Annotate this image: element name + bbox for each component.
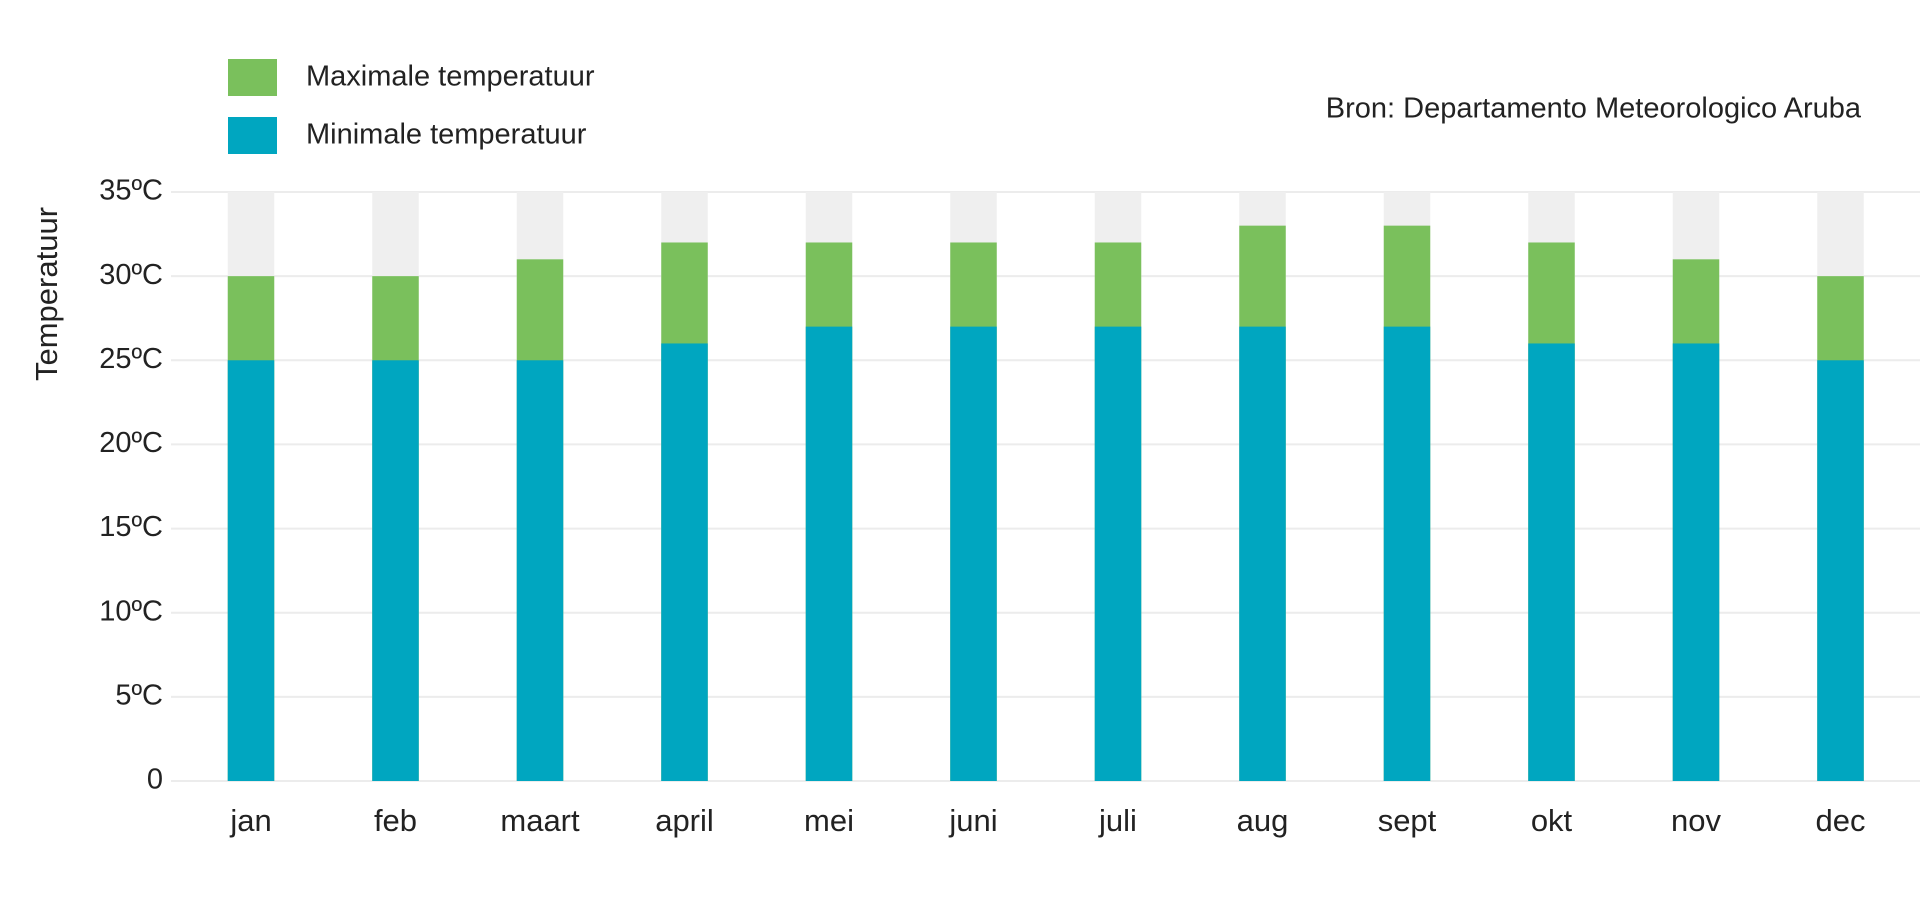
bar [805,326,853,781]
source: Bron: Departamento Meteorologico Aruba [1326,93,1862,125]
x-tick-label: aug [1237,803,1289,838]
bar [1672,343,1720,781]
y-tick-label: 0 [147,764,163,796]
y-tick-label: 25ºC [99,343,163,375]
legend-label: Minimale temperatuur [306,119,587,151]
x-tick-label: okt [1531,803,1573,838]
x-tick-label: dec [1816,803,1866,838]
bar [227,360,275,781]
x-tick-label: maart [500,803,580,838]
bar [950,326,997,781]
bar [372,360,419,781]
y-tick-label: 5ºC [115,680,163,712]
bar [1383,326,1431,781]
legend-swatch [228,117,277,154]
bar [516,360,564,781]
y-tick-label: 35ºC [99,175,163,207]
y-tick-label: 20ºC [99,427,163,459]
bar [1817,360,1864,781]
y-tick-label: 10ºC [99,595,163,627]
x-tick-label: feb [374,803,417,838]
x-tick-label: sept [1378,803,1437,838]
bar [1094,326,1142,781]
x-tick-label: jan [229,803,271,838]
y-tick-label: 30ºC [99,259,163,291]
x-tick-label: nov [1671,803,1721,838]
bar [1239,326,1286,781]
x-tick-label: juli [1098,803,1137,838]
bar [1528,343,1575,781]
x-tick-label: mei [804,803,854,838]
legend-label: Maximale temperatuur [306,61,595,93]
x-tick-label: juni [948,803,997,838]
x-tick-label: april [655,803,714,838]
y-axis-label: Temperatuur [29,207,64,381]
legend-swatch [228,59,277,96]
bar [661,343,708,781]
y-tick-label: 15ºC [99,511,163,543]
